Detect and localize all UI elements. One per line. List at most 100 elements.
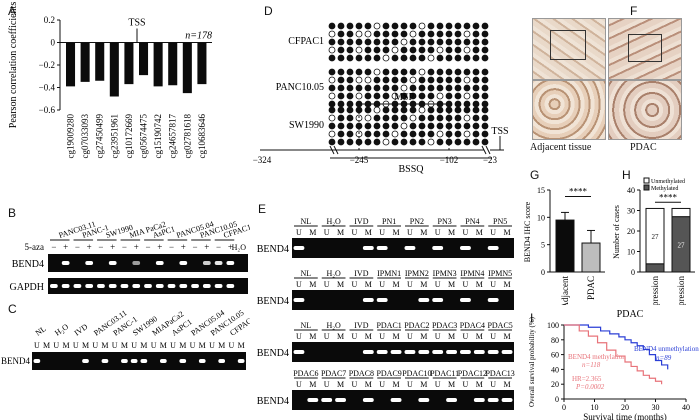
cpg-dot — [445, 30, 453, 38]
lane-label: PDAC11 — [430, 369, 459, 378]
u-label: U — [379, 228, 385, 237]
m-label: M — [476, 332, 483, 341]
x-axis-label: Survival time (months) — [583, 412, 667, 420]
minus-sign: − — [51, 242, 56, 252]
cpg-dot — [328, 46, 336, 54]
y-tick-label: 0.2 — [44, 15, 55, 25]
u-label: U — [209, 341, 215, 350]
adjacent-tissue-top-image — [532, 18, 606, 80]
m-label: M — [420, 228, 427, 237]
x-tick-label: cg24657817 — [168, 114, 178, 159]
panel-label-a: A — [8, 4, 17, 18]
cpg-dot — [481, 114, 489, 122]
u-label: U — [379, 332, 385, 341]
cpg-dot — [346, 122, 354, 130]
m-label: M — [309, 228, 316, 237]
cpg-dot — [364, 138, 372, 146]
cpg-dot — [445, 54, 453, 62]
m-label: M — [337, 332, 344, 341]
cpg-dot — [454, 54, 462, 62]
u-label: U — [490, 280, 496, 289]
bar-methylated — [645, 263, 665, 273]
cpg-dot — [400, 92, 408, 100]
gel-band — [237, 359, 245, 363]
cpg-dot — [391, 22, 399, 30]
lane-label: IPMN4 — [460, 269, 484, 278]
u-label: U — [435, 280, 441, 289]
cpg-dot — [436, 130, 444, 138]
minus-sign: − — [193, 242, 198, 252]
cpg-dot — [481, 92, 489, 100]
gel-band — [390, 398, 402, 402]
lane-label: PDAC3 — [432, 321, 457, 330]
cpg-dot — [373, 106, 381, 114]
gel-band — [335, 398, 346, 402]
y-tick-label: 0 — [541, 268, 545, 277]
gel-band — [390, 350, 402, 354]
m-label: M — [160, 341, 167, 350]
label-adjacent-tissue: Adjacent tissue — [530, 142, 592, 153]
cpg-dot — [328, 54, 336, 62]
lane-label: PDAC5 — [487, 321, 512, 330]
lane-label: NL — [301, 217, 312, 226]
gel-band — [446, 398, 457, 402]
cpg-dot — [409, 106, 417, 114]
gel-band — [362, 298, 374, 302]
m-label: M — [121, 341, 128, 350]
lane-label: PDAC13 — [485, 369, 514, 378]
cpg-dot — [400, 38, 408, 46]
treatment-label: 5-aza — [25, 242, 44, 252]
cpg-dot — [382, 30, 390, 38]
cpg-dot — [400, 122, 408, 130]
gel-band — [218, 359, 226, 363]
panel-label-b: B — [8, 206, 17, 220]
cpg-dot — [355, 38, 363, 46]
cpg-dot — [472, 122, 480, 130]
h2o-label: H₂O — [232, 243, 247, 252]
panel-h-chart: 40 30 20 10 0 Number of cases UnmethylatedMeth… — [612, 177, 695, 305]
gel-row-label: BEND4 — [257, 396, 289, 407]
cpg-dot — [373, 114, 381, 122]
cpg-dot — [427, 30, 435, 38]
cpg-dot — [373, 122, 381, 130]
cpg-dot — [409, 22, 417, 30]
cpg-dot — [355, 68, 363, 76]
cpg-dot — [364, 54, 372, 62]
u-label: U — [151, 341, 157, 350]
x-tick-label: 10 — [591, 403, 599, 412]
cpg-dot — [427, 22, 435, 30]
cpg-dot — [481, 138, 489, 146]
gel-band — [418, 350, 430, 354]
bar — [124, 42, 134, 85]
cpg-dot — [454, 130, 462, 138]
u-label: U — [352, 228, 358, 237]
u-label: U — [407, 332, 413, 341]
cpg-dot — [337, 114, 345, 122]
lane-label: H₂O — [326, 321, 341, 330]
break-mark — [485, 145, 491, 155]
y-tick-label: 0 — [555, 395, 559, 404]
u-label: U — [190, 341, 196, 350]
m-label: M — [337, 280, 344, 289]
m-label: M — [365, 280, 372, 289]
gel-band — [473, 350, 485, 354]
gel-strip — [292, 238, 514, 258]
cpg-dot — [472, 114, 480, 122]
m-label: M — [476, 228, 483, 237]
bar — [139, 42, 149, 76]
lane-label: IPMN2 — [405, 269, 429, 278]
cpg-dot — [445, 76, 453, 84]
panel-d-methylation-map: CFPAC1 PANC10.05 SW1990 MSP TSS BSSQ −324 −245 −… — [253, 22, 509, 175]
m-label: M — [393, 280, 400, 289]
cpg-dot — [481, 38, 489, 46]
cpg-dot — [481, 106, 489, 114]
cpg-dot — [337, 22, 345, 30]
cpg-dot — [337, 68, 345, 76]
label-unmethylation-n: n=89 — [656, 354, 672, 362]
cpg-dot — [427, 68, 435, 76]
cpg-dot — [409, 130, 417, 138]
u-label: U — [379, 280, 385, 289]
m-label: M — [448, 280, 455, 289]
lane-label: PDAC4 — [460, 321, 485, 330]
